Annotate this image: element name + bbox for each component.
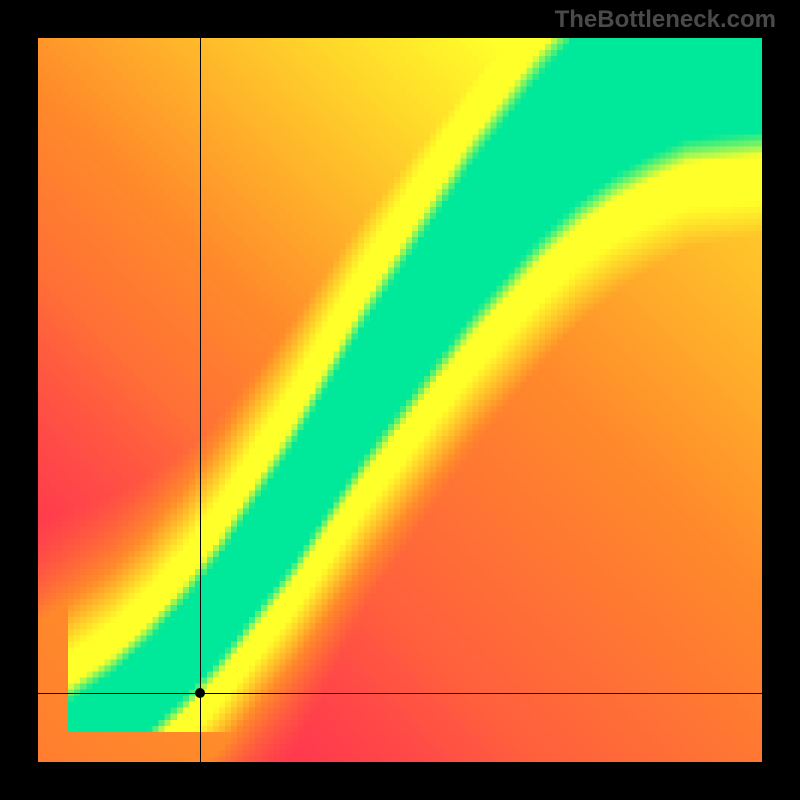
crosshair-horizontal	[38, 693, 762, 694]
crosshair-vertical	[200, 38, 201, 762]
watermark-text: TheBottleneck.com	[555, 6, 776, 34]
plot-area	[38, 38, 762, 762]
heatmap-canvas	[38, 38, 762, 762]
